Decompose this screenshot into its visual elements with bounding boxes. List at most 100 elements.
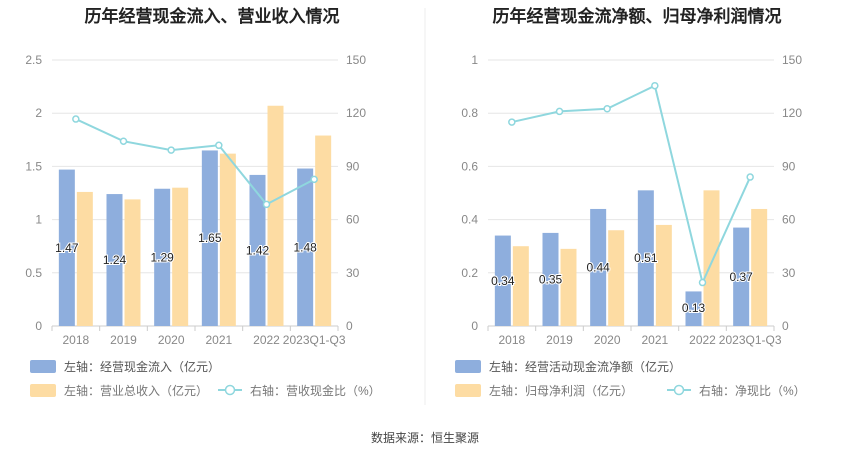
x-axis-tick-label: 2018 (62, 333, 89, 347)
x-axis-tick-label: 2018 (498, 333, 525, 347)
left-axis-tick: 0.5 (25, 266, 42, 280)
legend-label-ratio[interactable]: 右轴：营收现金比（%） (250, 383, 381, 398)
plot-area: 0 0.5 1 1.5 2 2.5 0 30 60 90 120 150 2018 2019 2020 202… (25, 53, 366, 347)
ratio-point[interactable] (555, 107, 564, 116)
legend-label-revenue[interactable]: 左轴：营业总收入（亿元） (64, 383, 208, 398)
legend-label-cash-inflow[interactable]: 左轴：经营现金流入（亿元） (64, 359, 220, 374)
bar-primary[interactable] (154, 188, 171, 326)
legend-marker-ratio (673, 384, 685, 396)
bar-secondary[interactable] (512, 246, 529, 326)
bar-value-label: 1.65 (198, 231, 222, 245)
ratio-point[interactable] (508, 118, 516, 126)
right-axis-tick: 90 (782, 159, 796, 173)
right-axis-tick: 150 (782, 53, 802, 67)
ratio-point[interactable] (215, 141, 223, 150)
bar-primary[interactable] (637, 190, 654, 326)
bar-primary[interactable] (542, 232, 559, 326)
bar-secondary[interactable] (76, 191, 93, 326)
left-axis-tick: 2.5 (25, 53, 42, 67)
bar-primary[interactable] (201, 150, 218, 326)
bar-value-label: 0.34 (491, 274, 515, 288)
x-axis-tick-label: 2023Q1-Q3 (719, 333, 782, 347)
ratio-point[interactable] (746, 173, 754, 181)
legend-label-ratio[interactable]: 右轴：净现比（%） (699, 383, 806, 398)
bar-value-label: 0.37 (729, 270, 753, 284)
x-axis-tick-label: 2022 (253, 333, 280, 347)
bar-value-label: 1.29 (150, 250, 174, 264)
bar-value-label: 0.51 (634, 251, 658, 265)
bar-secondary[interactable] (560, 248, 577, 326)
bar-secondary[interactable] (124, 199, 141, 326)
left-axis-tick: 1 (471, 53, 478, 67)
ratio-point[interactable] (603, 105, 611, 113)
bar-value-label: 0.13 (682, 301, 706, 315)
legend: 左轴：经营现金流入（亿元） 左轴：营业总收入（亿元） 右轴：营收现金比（%） (30, 359, 381, 398)
bar-secondary[interactable] (655, 224, 672, 326)
right-axis-tick: 0 (782, 319, 789, 333)
bar-value-label: 1.24 (103, 253, 127, 267)
ratio-point[interactable] (119, 137, 128, 145)
ratio-point[interactable] (651, 81, 659, 90)
bar-primary[interactable] (297, 168, 314, 326)
bar-secondary[interactable] (172, 187, 189, 326)
ratio-point[interactable] (167, 146, 175, 154)
bar-value-label: 1.47 (55, 241, 79, 255)
x-axis-tick-label: 2020 (594, 333, 621, 347)
plot-area: 0 0.2 0.4 0.6 0.8 1 0 30 60 90 120 150 2018 2019 2020 2… (461, 53, 802, 347)
left-axis-tick: 0 (35, 319, 42, 333)
right-axis-tick: 60 (346, 213, 360, 227)
chart-panel-net-cash-flow: 历年经营现金流净额、归母净利润情况 0 0.2 0.4 0.6 0.8 1 0 30 60 90 1… (455, 6, 806, 398)
ratio-line (75, 118, 315, 206)
bar-secondary[interactable] (608, 230, 625, 326)
bar-secondary[interactable] (703, 190, 720, 326)
legend-label-net-profit[interactable]: 左轴：归母净利润（亿元） (489, 383, 633, 398)
left-axis-tick: 2 (35, 106, 42, 120)
right-axis-tick: 150 (346, 53, 366, 67)
bar-secondary[interactable] (315, 135, 332, 326)
right-axis-tick: 0 (346, 319, 353, 333)
ratio-line (511, 84, 752, 286)
x-axis-tick-label: 2020 (158, 333, 185, 347)
left-axis-tick: 0.4 (461, 213, 478, 227)
source-note: 数据来源：恒生聚源 (371, 430, 479, 445)
chart-panel-cash-inflow: 历年经营现金流入、营业收入情况 0 0.5 1 1.5 2 2.5 0 30 60 90 120 15… (25, 6, 380, 398)
x-axis-tick-label: 2022 (689, 333, 716, 347)
right-axis-tick: 30 (346, 266, 360, 280)
bar-value-label: 1.42 (246, 243, 270, 257)
bar-primary[interactable] (494, 235, 511, 326)
legend-swatch-net-cash-flow (455, 360, 481, 373)
legend-label-net-cash-flow[interactable]: 左轴：经营活动现金流净额（亿元） (489, 359, 681, 374)
right-axis-tick: 60 (782, 213, 796, 227)
ratio-point[interactable] (310, 175, 318, 184)
bar-primary[interactable] (106, 194, 123, 326)
ratio-point[interactable] (72, 115, 80, 123)
left-axis-tick: 0 (471, 319, 478, 333)
ratio-point[interactable] (698, 278, 707, 287)
legend-marker-ratio (224, 384, 236, 396)
bar-secondary[interactable] (751, 208, 768, 326)
bar-primary[interactable] (733, 227, 750, 326)
right-axis-tick: 30 (782, 266, 796, 280)
bar-secondary[interactable] (267, 105, 284, 326)
x-axis-tick-label: 2021 (641, 333, 668, 347)
bar-value-label: 1.48 (293, 240, 317, 254)
chart-title: 历年经营现金流净额、归母净利润情况 (493, 6, 782, 26)
ratio-point[interactable] (262, 200, 271, 209)
bar-secondary[interactable] (219, 153, 236, 326)
bar-value-label: 0.44 (586, 260, 610, 274)
right-axis-tick: 120 (782, 106, 802, 120)
bar-primary[interactable] (590, 208, 607, 326)
legend-swatch-revenue (30, 384, 56, 397)
chart-title: 历年经营现金流入、营业收入情况 (85, 6, 340, 26)
left-axis-tick: 1 (35, 213, 42, 227)
bar-primary[interactable] (249, 174, 266, 326)
left-axis-tick: 1.5 (25, 159, 42, 173)
left-axis-tick: 0.8 (461, 106, 478, 120)
x-axis-tick-label: 2019 (546, 333, 573, 347)
bar-primary[interactable] (685, 291, 702, 326)
bar-primary[interactable] (58, 169, 75, 326)
legend: 左轴：经营活动现金流净额（亿元） 左轴：归母净利润（亿元） 右轴：净现比（%） (455, 359, 806, 398)
legend-swatch-net-profit (455, 384, 481, 397)
left-axis-tick: 0.6 (461, 159, 478, 173)
